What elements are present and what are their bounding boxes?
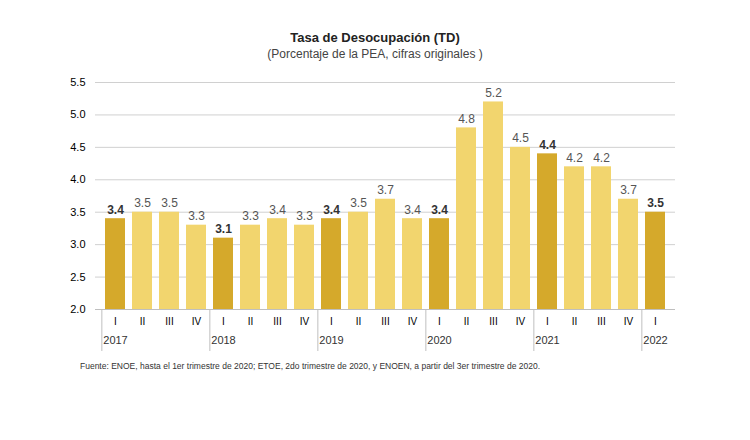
svg-text:5.5: 5.5 [70,76,85,88]
svg-text:3.5: 3.5 [134,196,151,210]
svg-text:III: III [489,316,497,327]
svg-text:IV: IV [408,316,418,327]
svg-text:4.2: 4.2 [566,151,583,165]
svg-text:2.5: 2.5 [70,271,85,283]
svg-text:3.3: 3.3 [296,209,313,223]
svg-text:III: III [597,316,605,327]
html-text:Fuente: ENOE, hasta el 1er tri: Fuente: ENOE, hasta el 1er trimestre de … [80,361,540,371]
svg-text:II: II [572,316,578,327]
svg-text:2020: 2020 [427,334,451,346]
svg-text:4.5: 4.5 [512,131,529,145]
html-text:(Porcentaje de la PEA, cifras: (Porcentaje de la PEA, cifras originales… [267,47,483,61]
html-text:Tasa de Desocupación (TD): Tasa de Desocupación (TD) [290,30,460,45]
svg-text:3.5: 3.5 [647,196,664,210]
svg-text:3.3: 3.3 [188,209,205,223]
svg-text:2022: 2022 [643,334,667,346]
svg-text:II: II [248,316,254,327]
svg-text:3.3: 3.3 [242,209,259,223]
svg-text:IV: IV [624,316,634,327]
svg-text:3.4: 3.4 [107,203,124,217]
svg-text:3.7: 3.7 [620,183,637,197]
svg-text:3.5: 3.5 [70,206,85,218]
svg-text:III: III [165,316,173,327]
svg-text:3.1: 3.1 [215,222,232,236]
svg-text:5.0: 5.0 [70,108,85,120]
svg-text:I: I [546,316,549,327]
svg-text:IV: IV [300,316,310,327]
svg-text:IV: IV [192,316,202,327]
svg-text:2017: 2017 [103,334,127,346]
svg-text:3.0: 3.0 [70,238,85,250]
svg-text:2018: 2018 [211,334,235,346]
svg-text:I: I [330,316,333,327]
svg-text:4.0: 4.0 [70,173,85,185]
svg-text:III: III [381,316,389,327]
svg-text:4.4: 4.4 [539,138,556,152]
svg-text:5.2: 5.2 [485,86,502,100]
svg-text:IV: IV [516,316,526,327]
svg-text:3.4: 3.4 [269,203,286,217]
svg-text:3.4: 3.4 [404,203,421,217]
svg-text:4.5: 4.5 [70,141,85,153]
svg-text:III: III [273,316,281,327]
svg-text:II: II [464,316,470,327]
svg-text:2019: 2019 [319,334,343,346]
svg-text:3.4: 3.4 [431,203,448,217]
svg-text:3.5: 3.5 [350,196,367,210]
svg-text:I: I [438,316,441,327]
svg-text:I: I [654,316,657,327]
svg-text:I: I [114,316,117,327]
svg-text:II: II [356,316,362,327]
svg-text:4.8: 4.8 [458,112,475,126]
svg-text:3.7: 3.7 [377,183,394,197]
svg-text:II: II [140,316,146,327]
svg-text:2021: 2021 [535,334,559,346]
svg-text:4.2: 4.2 [593,151,610,165]
svg-text:2.0: 2.0 [70,303,85,315]
svg-text:3.4: 3.4 [323,203,340,217]
svg-text:3.5: 3.5 [161,196,178,210]
svg-text:I: I [222,316,225,327]
